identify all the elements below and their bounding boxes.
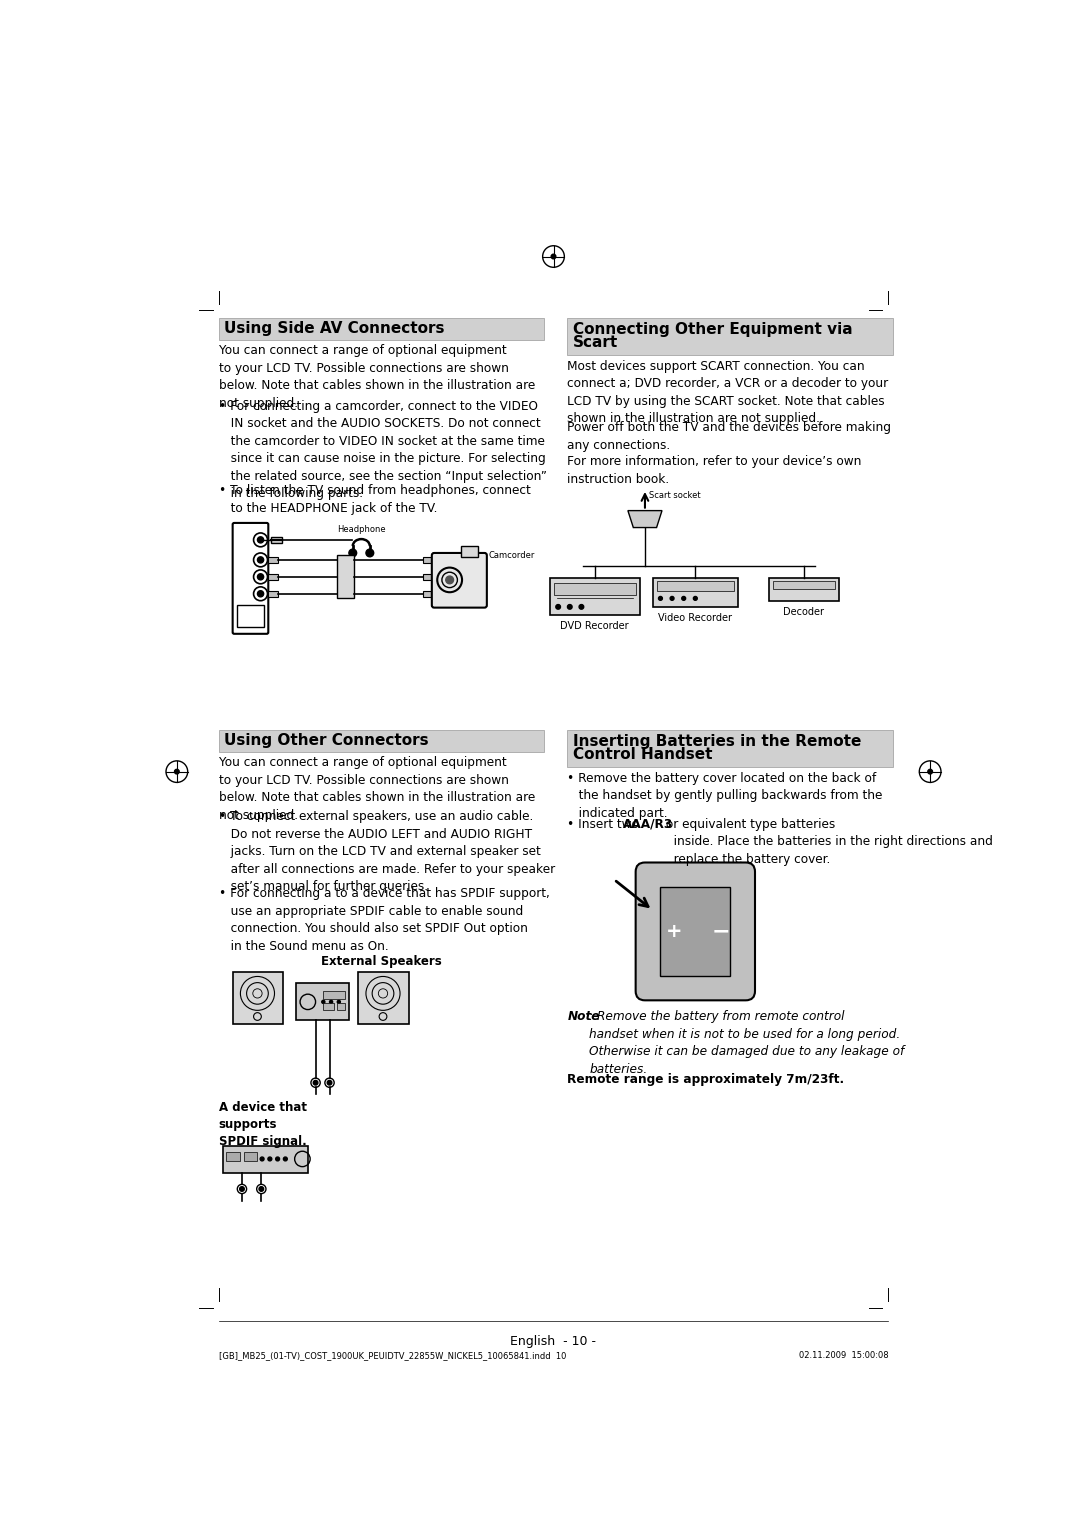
Bar [323,1002,334,1010]
Circle shape [322,1001,325,1004]
Text: For more information, refer to your device’s own
instruction book.: For more information, refer to your devi… [567,455,862,486]
Bar [567,318,893,354]
Circle shape [257,573,264,581]
Text: 02.11.2009  15:00:08: 02.11.2009 15:00:08 [799,1351,889,1360]
Text: Video Recorder: Video Recorder [659,613,732,623]
Text: English  - 10 -: English - 10 - [511,1335,596,1348]
Circle shape [579,605,583,610]
FancyBboxPatch shape [432,553,487,608]
Bar [423,573,434,581]
Bar [218,730,544,752]
Circle shape [693,596,698,601]
Circle shape [257,556,264,562]
Bar [227,1152,241,1161]
Bar [268,573,279,581]
Circle shape [313,1080,318,1085]
Bar [461,545,478,556]
Bar [423,591,434,597]
Text: [GB]_MB25_(01-TV)_COST_1900UK_PEUIDTV_22855W_NICKEL5_10065841.indd  10: [GB]_MB25_(01-TV)_COST_1900UK_PEUIDTV_22… [218,1351,566,1360]
Circle shape [551,254,556,258]
Text: Inserting Batteries in the Remote: Inserting Batteries in the Remote [572,733,861,749]
Bar [232,972,283,1024]
Bar [661,888,730,976]
Text: Scart: Scart [572,335,618,350]
Text: Decoder: Decoder [783,607,824,617]
Text: • Remove the battery cover located on the back of
   the handset by gently pulli: • Remove the battery cover located on th… [567,772,882,819]
Circle shape [337,1001,340,1004]
Circle shape [329,1001,333,1004]
Bar [337,555,353,599]
Circle shape [268,1157,272,1161]
Bar [423,556,434,562]
Text: • Insert two: • Insert two [567,817,644,831]
Text: or equivalent type batteries
   inside. Place the batteries in the right directi: or equivalent type batteries inside. Pla… [662,817,993,866]
Bar [551,578,639,614]
Text: • For connecting a camcorder, connect to the VIDEO
   IN socket and the AUDIO SO: • For connecting a camcorder, connect to… [218,400,546,500]
Text: Power off both the TV and the devices before making
any connections.: Power off both the TV and the devices be… [567,422,891,452]
Circle shape [681,596,686,601]
Polygon shape [627,510,662,527]
Circle shape [257,591,264,597]
Text: • To connect external speakers, use an audio cable.
   Do not reverse the AUDIO : • To connect external speakers, use an a… [218,810,555,894]
Bar [271,536,282,542]
Circle shape [260,1157,264,1161]
Text: • To listen the TV sound from headphones, connect
   to the HEADPHONE jack of th: • To listen the TV sound from headphones… [218,484,530,515]
Circle shape [175,769,179,775]
Text: Control Handset: Control Handset [572,747,713,761]
Bar [238,605,264,626]
Text: : Remove the battery from remote control
handset when it is not to be used for a: : Remove the battery from remote control… [590,1010,904,1076]
Circle shape [446,576,454,584]
Text: A device that
supports
SPDIF signal.: A device that supports SPDIF signal. [218,1102,307,1148]
Text: You can connect a range of optional equipment
to your LCD TV. Possible connectio: You can connect a range of optional equi… [218,344,535,410]
Bar [243,1152,257,1161]
Text: Most devices support SCART connection. You can
connect a; DVD recorder, a VCR or: Most devices support SCART connection. Y… [567,359,889,425]
Text: Using Side AV Connectors: Using Side AV Connectors [225,321,445,336]
Bar [268,556,279,562]
Bar [773,582,835,590]
Circle shape [567,605,572,610]
Bar [657,582,734,591]
Text: DVD Recorder: DVD Recorder [561,620,629,631]
Text: Scart socket: Scart socket [649,490,701,500]
Circle shape [659,596,662,601]
Circle shape [283,1157,287,1161]
FancyBboxPatch shape [232,523,268,634]
Circle shape [327,1080,332,1085]
Bar [554,584,636,594]
Bar [567,730,893,767]
Text: • For connecting a to a device that has SPDIF support,
   use an appropriate SPD: • For connecting a to a device that has … [218,888,550,952]
Text: Using Other Connectors: Using Other Connectors [225,733,429,749]
Bar [218,318,544,339]
Circle shape [257,536,264,542]
Text: You can connect a range of optional equipment
to your LCD TV. Possible connectio: You can connect a range of optional equi… [218,756,535,822]
Bar [337,1002,345,1010]
Bar [268,591,279,597]
Text: Connecting Other Equipment via: Connecting Other Equipment via [572,322,852,338]
Bar [359,972,408,1024]
Bar [652,578,738,607]
Circle shape [240,1187,244,1192]
Bar [296,984,349,1021]
Text: Remote range is approximately 7m/23ft.: Remote range is approximately 7m/23ft. [567,1074,845,1086]
Bar [323,992,345,999]
Text: Note: Note [567,1010,600,1024]
Text: +: + [666,921,683,941]
Circle shape [928,769,932,775]
Circle shape [670,596,674,601]
Circle shape [366,549,374,556]
Text: External Speakers: External Speakers [321,955,442,967]
Bar [769,578,839,601]
Text: AAA/R3: AAA/R3 [623,817,674,831]
Circle shape [275,1157,280,1161]
Circle shape [259,1187,264,1192]
FancyBboxPatch shape [636,862,755,1001]
Text: Camcorder: Camcorder [488,552,535,561]
Circle shape [349,549,356,556]
Text: Headphone: Headphone [337,524,386,533]
Bar [222,1146,308,1174]
Circle shape [556,605,561,610]
Text: −: − [712,921,730,941]
